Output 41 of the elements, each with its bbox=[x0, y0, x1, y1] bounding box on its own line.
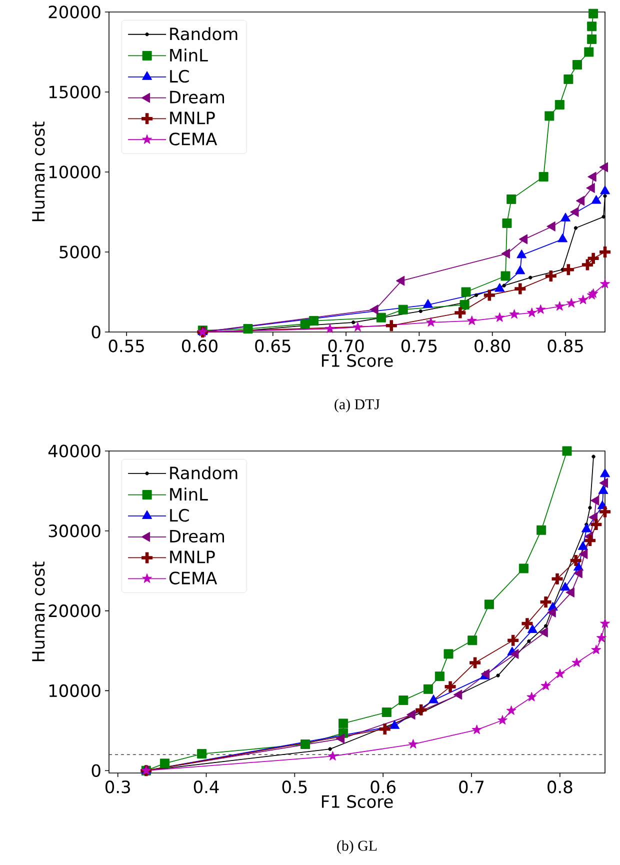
legend-label: MNLP bbox=[170, 550, 215, 564]
y-axis-title: Human cost bbox=[32, 122, 45, 222]
y-tick-label: 5000 bbox=[60, 246, 100, 258]
x-tick-label: 0.85 bbox=[548, 340, 583, 352]
y-tick-label: 0 bbox=[92, 764, 100, 777]
x-tick-label: 0.70 bbox=[328, 340, 364, 352]
x-tick-label: 0.55 bbox=[108, 340, 144, 352]
legend-label: Random bbox=[170, 466, 238, 480]
x-tick-label: 0.8 bbox=[548, 780, 572, 794]
x-axis-title: F1 Score bbox=[322, 795, 393, 808]
x-tick-label: 0.60 bbox=[182, 340, 218, 352]
legend-label: CEMA bbox=[169, 132, 218, 146]
y-tick-label: 40000 bbox=[48, 444, 100, 458]
y-tick-label: 20000 bbox=[48, 604, 100, 618]
text: (a) DTJ bbox=[334, 398, 380, 412]
x-tick-label: 0.5 bbox=[282, 780, 307, 794]
legend-label: Dream bbox=[170, 90, 224, 104]
y-tick-label: 15000 bbox=[49, 86, 100, 98]
x-tick-label: 0.3 bbox=[105, 780, 130, 794]
y-tick-label: 0 bbox=[92, 326, 100, 338]
text: (b) GL bbox=[337, 840, 377, 854]
legend-label: MinL bbox=[170, 48, 208, 62]
y-tick-label: 10000 bbox=[49, 166, 100, 178]
legend-label: LC bbox=[170, 508, 189, 522]
legend-label: MNLP bbox=[170, 112, 215, 124]
x-tick-label: 0.4 bbox=[194, 780, 219, 794]
x-tick-label: 0.75 bbox=[401, 340, 437, 352]
x-tick-label: 0.65 bbox=[255, 340, 290, 352]
legend-label: Random bbox=[170, 27, 238, 40]
y-tick-label: 30000 bbox=[48, 524, 100, 538]
y-tick-label: 20000 bbox=[48, 6, 100, 18]
x-axis-title: F1 Score bbox=[322, 354, 393, 367]
x-tick-label: 0.6 bbox=[370, 780, 396, 794]
legend-label: Dream bbox=[170, 530, 224, 543]
legend-label: CEMA bbox=[169, 572, 218, 584]
legend-label: MinL bbox=[170, 488, 208, 500]
y-axis-title: Human cost bbox=[32, 562, 45, 662]
x-tick-label: 0.7 bbox=[459, 780, 484, 794]
x-tick-label: 0.80 bbox=[474, 340, 510, 352]
y-tick-label: 10000 bbox=[49, 684, 100, 698]
legend-label: LC bbox=[170, 70, 189, 83]
